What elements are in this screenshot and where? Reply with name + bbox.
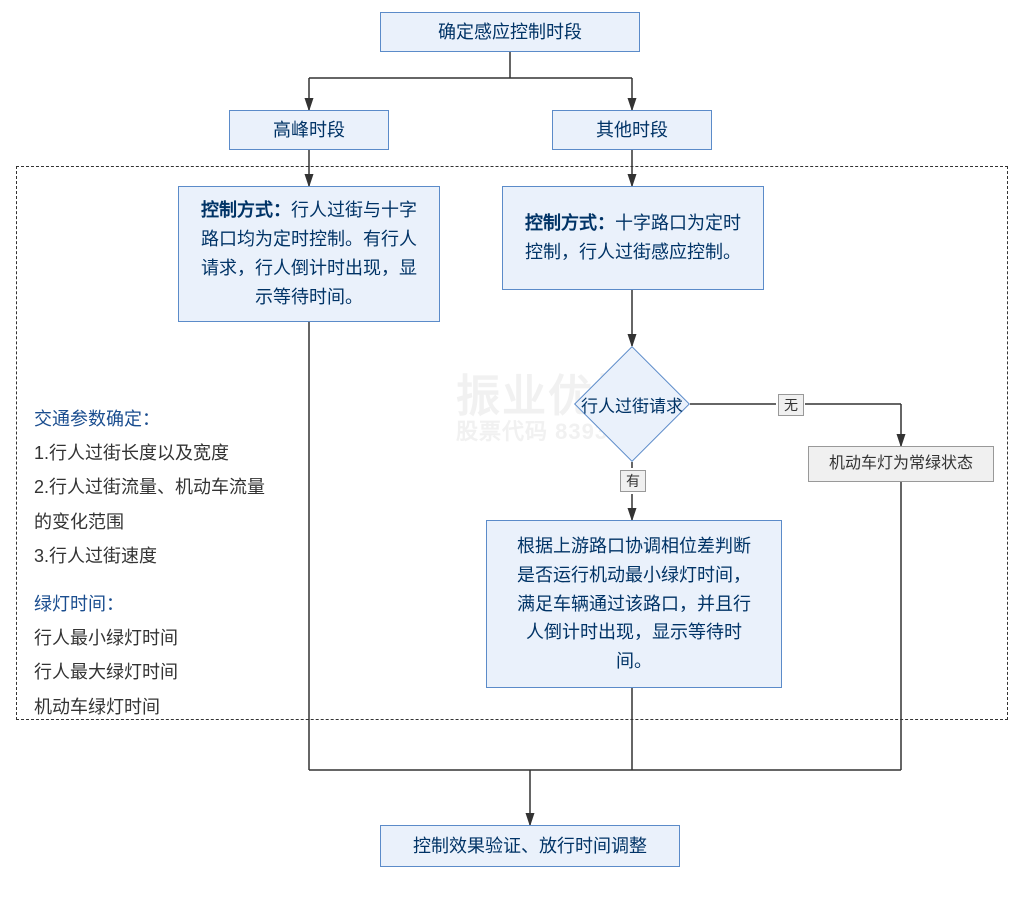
- node-control-right-prefix: 控制方式：: [525, 213, 615, 233]
- node-decision-label: 行人过街请求: [581, 392, 683, 417]
- node-gray-right: 机动车灯为常绿状态: [808, 446, 994, 482]
- node-decision: 行人过街请求: [558, 388, 706, 420]
- side-item-4: 行人最小绿灯时间: [34, 621, 274, 655]
- node-bottom-blue-text: 根据上游路口协调相位差判断是否运行机动最小绿灯时间，满足车辆通过该路口，并且行人…: [511, 532, 757, 676]
- edge-label-no-text: 无: [784, 395, 798, 415]
- node-top: 确定感应控制时段: [380, 12, 640, 52]
- node-top-label: 确定感应控制时段: [438, 18, 582, 47]
- edge-label-yes: 有: [620, 470, 646, 492]
- node-other: 其他时段: [552, 110, 712, 150]
- node-control-left-content: 控制方式：行人过街与十字路口均为定时控制。有行人请求，行人倒计时出现，显示等待时…: [197, 196, 421, 311]
- side-item-3: 3.行人过街速度: [34, 539, 274, 573]
- side-item-6: 机动车绿灯时间: [34, 690, 274, 724]
- side-heading-2: 绿灯时间：: [34, 587, 274, 621]
- edge-label-no: 无: [778, 394, 804, 416]
- edge-label-yes-text: 有: [626, 471, 640, 491]
- node-bottom-blue: 根据上游路口协调相位差判断是否运行机动最小绿灯时间，满足车辆通过该路口，并且行人…: [486, 520, 782, 688]
- node-peak-label: 高峰时段: [273, 116, 345, 145]
- node-final: 控制效果验证、放行时间调整: [380, 825, 680, 867]
- side-panel: 交通参数确定： 1.行人过街长度以及宽度 2.行人过街流量、机动车流量的变化范围…: [34, 402, 274, 724]
- side-heading-1: 交通参数确定：: [34, 402, 274, 436]
- node-control-left: 控制方式：行人过街与十字路口均为定时控制。有行人请求，行人倒计时出现，显示等待时…: [178, 186, 440, 322]
- side-item-2: 2.行人过街流量、机动车流量的变化范围: [34, 470, 274, 538]
- node-control-right: 控制方式：十字路口为定时控制，行人过街感应控制。: [502, 186, 764, 290]
- node-gray-right-label: 机动车灯为常绿状态: [829, 451, 973, 477]
- node-final-label: 控制效果验证、放行时间调整: [413, 832, 647, 861]
- side-item-1: 1.行人过街长度以及宽度: [34, 436, 274, 470]
- node-control-left-prefix: 控制方式：: [201, 200, 291, 220]
- node-control-right-content: 控制方式：十字路口为定时控制，行人过街感应控制。: [525, 209, 741, 267]
- node-other-label: 其他时段: [596, 116, 668, 145]
- side-item-5: 行人最大绿灯时间: [34, 655, 274, 689]
- node-peak: 高峰时段: [229, 110, 389, 150]
